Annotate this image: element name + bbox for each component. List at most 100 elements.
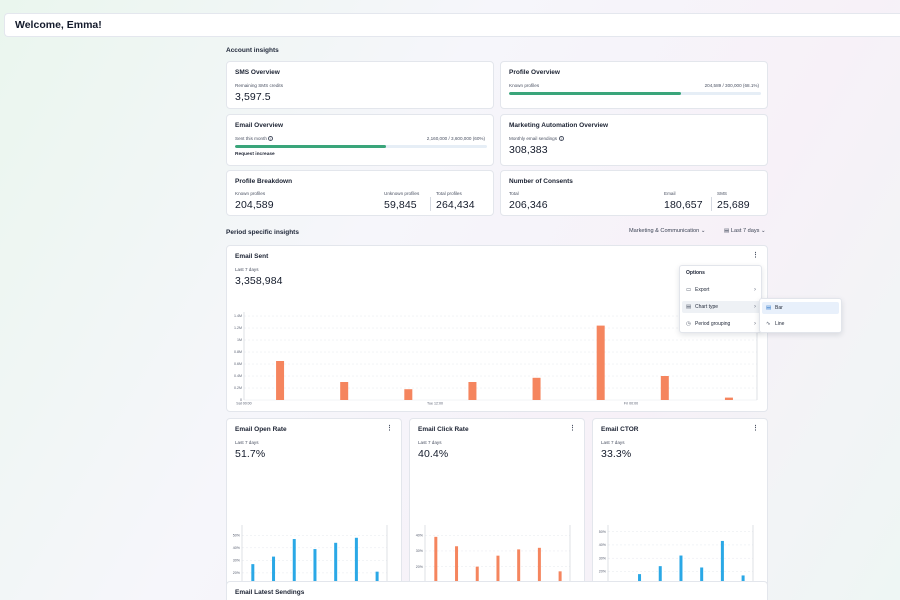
monthly-sendings: Monthly email sendings i bbox=[509, 136, 565, 142]
total-profiles-value: 264,434 bbox=[436, 199, 475, 211]
info-icon[interactable]: i bbox=[559, 136, 565, 142]
y-tick-label: 30% bbox=[233, 559, 241, 563]
y-tick-label: 1.4M bbox=[234, 314, 242, 318]
x-tick-label: Fri 00:00 bbox=[624, 402, 638, 406]
y-tick-label: 0.2M bbox=[234, 386, 242, 390]
sms-overview-card: SMS Overview Remaining SMS credits 3,597… bbox=[226, 61, 494, 109]
bar bbox=[517, 549, 521, 598]
email-sent-card: Email Sent ⋮ Last 7 days 3,358,984 0 0.2M… bbox=[226, 245, 768, 412]
email-sent-range: Last 7 days bbox=[235, 267, 259, 272]
bar bbox=[660, 376, 669, 400]
y-tick-label: 30% bbox=[599, 556, 607, 560]
consents-card: Number of Consents Total 206,346 Email 1… bbox=[500, 170, 768, 216]
email-overview-card: Email Overview Sent this month i 2,160,00… bbox=[226, 114, 494, 166]
calendar-icon: ▤ bbox=[724, 228, 730, 234]
profile-breakdown-card: Profile Breakdown Known profiles 204,589… bbox=[226, 170, 494, 216]
known-profiles-label: Known profiles bbox=[235, 191, 266, 196]
date-range-dropdown[interactable]: ▤ Last 7 days ⌄ bbox=[724, 228, 766, 234]
bar bbox=[496, 555, 500, 598]
date-range-label: Last 7 days bbox=[730, 228, 760, 234]
menu-item-export[interactable]: ▭ Export › bbox=[682, 284, 761, 296]
menu-item-export-label: Export bbox=[695, 287, 710, 293]
y-tick-label: 50% bbox=[233, 533, 241, 537]
sms-credits-label: Remaining SMS credits bbox=[235, 83, 283, 88]
y-tick-label: 20% bbox=[233, 571, 241, 575]
known-profiles-value: 204,589 bbox=[235, 199, 274, 211]
bar bbox=[724, 397, 733, 400]
profile-progress-fill bbox=[509, 92, 681, 95]
ctor-range: Last 7 days bbox=[601, 440, 625, 445]
bar bbox=[313, 549, 317, 598]
options-menu: Options ▭ Export › ▤ Chart type › ◷ Peri… bbox=[679, 265, 762, 333]
click-rate-chart: 0%10%20%30%40%4.7%Sat 00:00Sat 21:00 bbox=[416, 525, 581, 600]
chart-type-line-label: Line bbox=[775, 321, 785, 327]
bar bbox=[404, 389, 413, 400]
sent-this-month: Sent this month i bbox=[235, 136, 273, 142]
dashboard-main: Account insights SMS Overview Remaining … bbox=[226, 40, 842, 600]
bar bbox=[272, 556, 276, 598]
menu-item-period-grouping-label: Period grouping bbox=[695, 321, 731, 327]
divider bbox=[430, 197, 431, 211]
unknown-profiles-label: Unknown profiles bbox=[384, 191, 420, 196]
top-bar: Welcome, Emma! bbox=[4, 13, 900, 37]
click-rate-range: Last 7 days bbox=[418, 440, 442, 445]
profile-ratio: 204,589 / 300,000 (68.1%) bbox=[704, 83, 759, 88]
profile-progress-track bbox=[509, 92, 761, 95]
request-increase-link[interactable]: Request increase bbox=[235, 152, 275, 157]
latest-sendings-title: Email Latest Sendings bbox=[235, 589, 305, 596]
category-filter-label: Marketing & Communication bbox=[629, 228, 700, 234]
chevron-right-icon: › bbox=[754, 287, 756, 293]
more-options-icon[interactable]: ⋮ bbox=[386, 425, 393, 432]
menu-item-period-grouping[interactable]: ◷ Period grouping › bbox=[682, 318, 761, 330]
click-rate-value: 40.4% bbox=[418, 448, 449, 460]
bar bbox=[537, 547, 541, 598]
menu-item-chart-type[interactable]: ▤ Chart type › bbox=[682, 301, 761, 313]
more-options-icon[interactable]: ⋮ bbox=[569, 425, 576, 432]
bar bbox=[596, 325, 605, 400]
click-rate-title: Email Click Rate bbox=[418, 426, 469, 433]
sms-overview-title: SMS Overview bbox=[235, 69, 280, 76]
account-insights-title: Account insights bbox=[226, 47, 279, 54]
options-menu-title: Options bbox=[686, 270, 705, 276]
bar bbox=[679, 555, 683, 598]
chart-type-bar[interactable]: ▤ Bar bbox=[762, 302, 839, 314]
y-tick-label: 0.8M bbox=[234, 350, 242, 354]
automation-overview-title: Marketing Automation Overview bbox=[509, 122, 609, 129]
email-progress-track bbox=[235, 145, 487, 148]
bar bbox=[340, 382, 349, 400]
ctor-value: 33.3% bbox=[601, 448, 632, 460]
divider bbox=[711, 197, 712, 211]
info-icon[interactable]: i bbox=[267, 136, 273, 142]
sms-credits-value: 3,597.5 bbox=[235, 91, 271, 103]
known-profiles-label: Known profiles bbox=[509, 83, 540, 88]
consents-email-label: Email bbox=[664, 191, 676, 196]
y-tick-label: 0 bbox=[240, 398, 242, 402]
bar bbox=[276, 361, 285, 400]
consents-total-value: 206,346 bbox=[509, 199, 548, 211]
y-tick-label: 0.6M bbox=[234, 362, 242, 366]
clock-icon: ◷ bbox=[686, 321, 691, 327]
more-options-icon[interactable]: ⋮ bbox=[752, 252, 759, 259]
email-overview-title: Email Overview bbox=[235, 122, 284, 129]
open-rate-card: Email Open Rate ⋮ Last 7 days 51.7% 0%10… bbox=[226, 418, 402, 600]
ctor-chart: 0%10%20%30%40%50%6.2%Sat 00:00Sat 21:00 bbox=[599, 525, 764, 600]
chevron-right-icon: › bbox=[754, 304, 756, 310]
open-rate-range: Last 7 days bbox=[235, 440, 259, 445]
bar-chart-icon: ▤ bbox=[766, 305, 772, 311]
y-tick-label: 40% bbox=[233, 546, 241, 550]
y-tick-label: 40% bbox=[599, 543, 607, 547]
bar bbox=[455, 546, 459, 598]
consents-title: Number of Consents bbox=[509, 178, 573, 185]
x-tick-label: Sat 00:00 bbox=[236, 402, 251, 406]
consents-sms-label: SMS bbox=[717, 191, 727, 196]
consents-email-value: 180,657 bbox=[664, 199, 703, 211]
welcome-title: Welcome, Emma! bbox=[15, 19, 102, 31]
x-tick-label: Tue 12:00 bbox=[427, 402, 443, 406]
email-sent-title: Email Sent bbox=[235, 253, 269, 260]
bar bbox=[334, 542, 338, 598]
category-filter-dropdown[interactable]: Marketing & Communication ⌄ bbox=[629, 228, 706, 234]
profile-overview-title: Profile Overview bbox=[509, 69, 560, 76]
more-options-icon[interactable]: ⋮ bbox=[752, 425, 759, 432]
chart-type-line[interactable]: ∿ Line bbox=[762, 318, 839, 330]
sent-this-month-label: Sent this month bbox=[235, 136, 267, 141]
